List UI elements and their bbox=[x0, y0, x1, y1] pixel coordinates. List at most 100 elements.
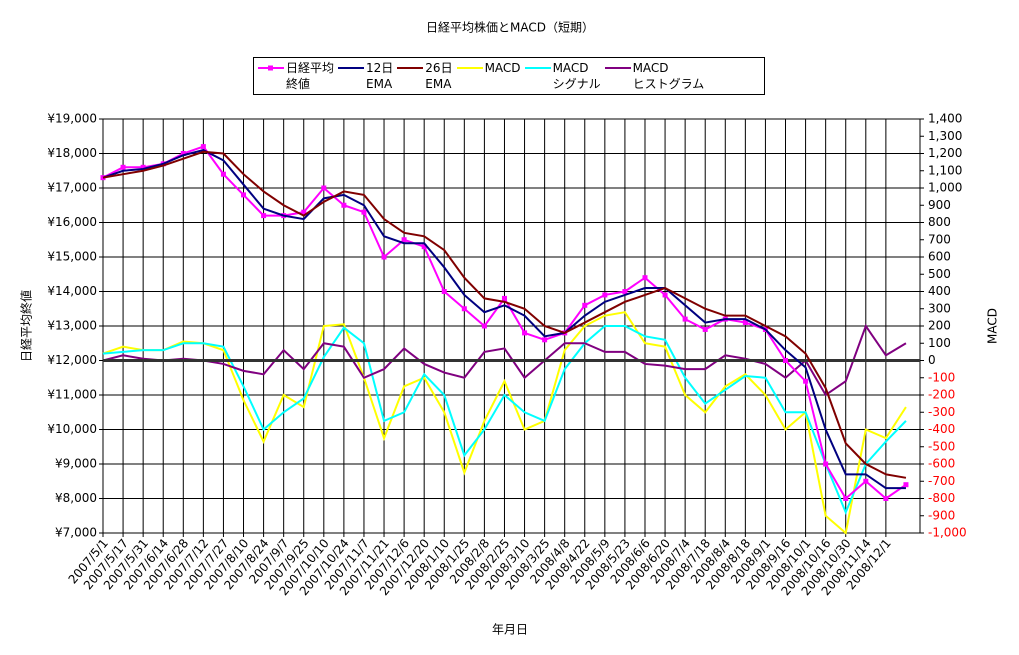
data-point bbox=[401, 237, 407, 243]
legend-label: 12日 EMA bbox=[366, 61, 394, 91]
legend-swatch bbox=[258, 65, 284, 71]
data-point bbox=[421, 244, 427, 250]
data-point bbox=[441, 289, 447, 294]
y2-tick-label: 1,000 bbox=[928, 181, 962, 195]
y2-tick-label: -700 bbox=[928, 474, 955, 488]
data-point bbox=[542, 337, 548, 343]
y-tick-label: ¥19,000 bbox=[47, 112, 97, 126]
data-point bbox=[321, 185, 327, 191]
data-point bbox=[341, 202, 347, 208]
legend-entry: MACD ヒストグラム bbox=[604, 60, 705, 92]
y2-tick-label: -400 bbox=[928, 422, 955, 436]
legend-label: 26日 EMA bbox=[425, 61, 453, 91]
y-tick-label: ¥11,000 bbox=[47, 388, 97, 402]
y2-tick-label: 600 bbox=[928, 250, 951, 264]
y2-tick-label: 1,400 bbox=[928, 112, 962, 126]
data-point bbox=[381, 254, 387, 260]
series-line bbox=[102, 323, 907, 397]
data-point bbox=[702, 326, 708, 332]
series-line bbox=[102, 150, 907, 479]
legend-entry: 日経平均 終値 bbox=[258, 60, 334, 92]
y2-tick-label: 1,200 bbox=[928, 146, 962, 160]
y2-tick-label: 0 bbox=[928, 353, 936, 367]
data-point bbox=[843, 496, 849, 501]
data-point bbox=[602, 292, 608, 298]
y2-tick-label: 100 bbox=[928, 336, 951, 350]
legend-swatch bbox=[604, 67, 631, 69]
data-point bbox=[823, 461, 829, 467]
data-point bbox=[501, 295, 507, 301]
data-point bbox=[120, 164, 126, 170]
y2-tick-label: 300 bbox=[928, 301, 951, 315]
data-point bbox=[461, 306, 467, 312]
legend-label: MACD ヒストグラム bbox=[632, 61, 705, 91]
y2-tick-label: -200 bbox=[928, 388, 955, 402]
data-point bbox=[883, 496, 889, 501]
data-point bbox=[803, 378, 809, 384]
y2-tick-label: -800 bbox=[928, 491, 955, 505]
y2-tick-label: -1,000 bbox=[928, 526, 967, 540]
y-tick-label: ¥12,000 bbox=[47, 353, 97, 367]
data-point bbox=[180, 151, 186, 156]
y-tick-label: ¥14,000 bbox=[47, 284, 97, 298]
y2-tick-label: 1,300 bbox=[928, 129, 962, 143]
series-line bbox=[102, 325, 907, 515]
legend: 日経平均 終値 12日 EMA 26日 EMA MACD MACD シグナル MACD ヒ… bbox=[253, 57, 765, 95]
y-tick-label: ¥9,000 bbox=[55, 457, 97, 471]
data-point bbox=[361, 209, 367, 215]
y2-tick-label: -300 bbox=[928, 405, 955, 419]
data-point bbox=[200, 144, 206, 150]
data-point bbox=[582, 302, 588, 308]
legend-swatch bbox=[456, 67, 483, 69]
y2-axis-label: MACD bbox=[986, 308, 1000, 344]
legend-entry: MACD シグナル bbox=[524, 60, 601, 92]
y-tick-label: ¥10,000 bbox=[47, 422, 97, 436]
data-point bbox=[301, 209, 307, 215]
y2-tick-label: 1,100 bbox=[928, 163, 962, 177]
x-axis-label: 年月日 bbox=[492, 623, 528, 637]
y-tick-label: ¥13,000 bbox=[47, 319, 97, 333]
data-point bbox=[522, 330, 528, 336]
legend-swatch bbox=[524, 67, 551, 69]
legend-label: MACD bbox=[484, 61, 521, 75]
y2-tick-label: -500 bbox=[928, 439, 955, 453]
y-tick-label: ¥8,000 bbox=[55, 491, 97, 505]
y-axis-label: 日経平均終値 bbox=[19, 290, 34, 362]
data-point bbox=[241, 192, 247, 198]
y2-tick-label: -900 bbox=[928, 508, 955, 522]
plot-border bbox=[102, 118, 921, 534]
y-tick-label: ¥18,000 bbox=[47, 146, 97, 160]
data-point bbox=[863, 478, 869, 484]
y2-tick-label: 800 bbox=[928, 215, 951, 229]
legend-entry: MACD bbox=[456, 60, 521, 76]
series-line bbox=[102, 311, 907, 535]
y-tick-label: ¥15,000 bbox=[47, 250, 97, 264]
legend-entry: 12日 EMA bbox=[338, 60, 393, 92]
legend-marker bbox=[268, 65, 273, 71]
y2-tick-label: 500 bbox=[928, 267, 951, 281]
data-point bbox=[742, 320, 748, 326]
data-point bbox=[220, 171, 226, 177]
data-point bbox=[783, 358, 789, 363]
data-point bbox=[622, 289, 628, 294]
data-point bbox=[682, 316, 688, 322]
data-point bbox=[903, 482, 909, 488]
data-point bbox=[261, 213, 267, 219]
data-point bbox=[140, 164, 146, 170]
y2-tick-label: 400 bbox=[928, 284, 951, 298]
legend-label: MACD シグナル bbox=[552, 61, 601, 91]
data-point bbox=[481, 323, 487, 329]
y2-tick-label: -600 bbox=[928, 457, 955, 471]
y-tick-label: ¥7,000 bbox=[55, 526, 97, 540]
y-tick-label: ¥17,000 bbox=[47, 181, 97, 195]
data-point bbox=[662, 292, 668, 298]
y2-tick-label: 200 bbox=[928, 319, 951, 333]
y2-tick-label: -100 bbox=[928, 370, 955, 384]
y2-tick-label: 700 bbox=[928, 232, 951, 246]
y2-tick-label: 900 bbox=[928, 198, 951, 212]
legend-swatch bbox=[338, 67, 365, 69]
series-line bbox=[102, 148, 906, 490]
data-point bbox=[642, 275, 648, 281]
